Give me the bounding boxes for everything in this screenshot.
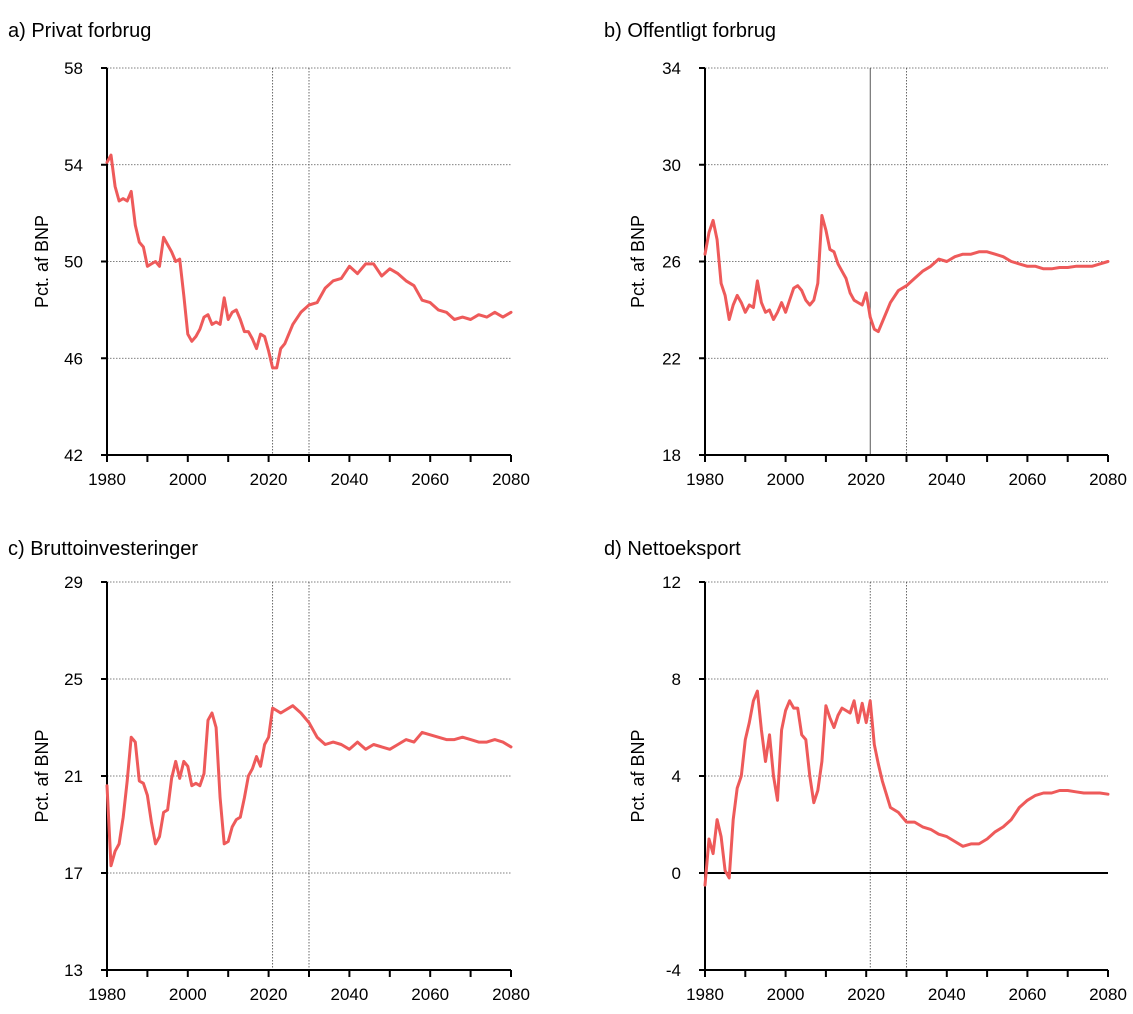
x-tick-label: 2040 (928, 985, 966, 1004)
y-tick-label: 26 (662, 253, 681, 272)
y-tick-label: 8 (672, 670, 681, 689)
x-tick-label: 2000 (767, 470, 805, 489)
chart-panel-2: b) Offentligt forbrug 18 22 26 30 34 1980 2000 2… (604, 20, 1127, 489)
y-tick-label: 18 (662, 446, 681, 465)
y-tick-label: 46 (64, 349, 83, 368)
x-tick-label: 2080 (492, 985, 530, 1004)
x-tick-label: 2000 (169, 470, 207, 489)
x-tick-label: 2020 (250, 470, 288, 489)
y-tick-label: 29 (64, 573, 83, 592)
chart-panel-1: a) Privat forbrug 42 46 50 54 58 1980 2000 2020 2… (8, 20, 530, 489)
y-tick-label: 42 (64, 446, 83, 465)
series-line (703, 689, 1110, 887)
x-tick-label: 2000 (169, 985, 207, 1004)
x-tick-label: 2080 (1089, 470, 1127, 489)
x-tick-label: 2060 (411, 985, 449, 1004)
y-tick-label: 50 (64, 253, 83, 272)
x-tick-label: 2080 (1089, 985, 1127, 1004)
chart-title: a) Privat forbrug (8, 20, 151, 42)
x-tick-label: 2000 (767, 985, 805, 1004)
x-tick-label: 1980 (88, 985, 126, 1004)
y-axis-label: Pct. af BNP (628, 729, 648, 822)
series-line (105, 153, 513, 370)
y-tick-label: 4 (672, 767, 681, 786)
y-tick-label: 22 (662, 349, 681, 368)
y-axis-label: Pct. af BNP (628, 215, 648, 308)
y-tick-label: 30 (662, 156, 681, 175)
x-tick-label: 2060 (1008, 985, 1046, 1004)
series-line (703, 214, 1110, 334)
x-tick-label: 1980 (686, 470, 724, 489)
y-tick-label: 58 (64, 59, 83, 78)
chart-panel-3: c) Bruttoinvesteringer 13 17 21 25 29 1980 2000… (8, 538, 530, 1004)
y-tick-label: 54 (64, 156, 83, 175)
chart-title: c) Bruttoinvesteringer (8, 538, 198, 560)
y-tick-label: 17 (64, 864, 83, 883)
y-tick-label: 12 (662, 573, 681, 592)
y-axis-label: Pct. af BNP (32, 215, 52, 308)
y-tick-label: 21 (64, 767, 83, 786)
x-tick-label: 2020 (847, 985, 885, 1004)
y-tick-label: 25 (64, 670, 83, 689)
x-tick-label: 2020 (250, 985, 288, 1004)
x-tick-label: 1980 (88, 470, 126, 489)
y-tick-label: -4 (666, 961, 681, 980)
x-tick-label: 2040 (330, 985, 368, 1004)
y-tick-label: 34 (662, 59, 681, 78)
x-tick-label: 2020 (847, 470, 885, 489)
x-tick-label: 2060 (1008, 470, 1046, 489)
x-tick-label: 2060 (411, 470, 449, 489)
x-tick-label: 2040 (928, 470, 966, 489)
x-tick-label: 2080 (492, 470, 530, 489)
y-axis-label: Pct. af BNP (32, 729, 52, 822)
x-tick-label: 1980 (686, 985, 724, 1004)
chart-title: b) Offentligt forbrug (604, 20, 776, 42)
x-tick-label: 2040 (330, 470, 368, 489)
y-tick-label: 13 (64, 961, 83, 980)
chart-panel-4: d) Nettoeksport -4 0 4 8 12 1980 2000 2020 2040 20… (604, 538, 1127, 1004)
series-line (105, 704, 513, 868)
chart-title: d) Nettoeksport (604, 538, 741, 560)
y-tick-label: 0 (672, 864, 681, 883)
